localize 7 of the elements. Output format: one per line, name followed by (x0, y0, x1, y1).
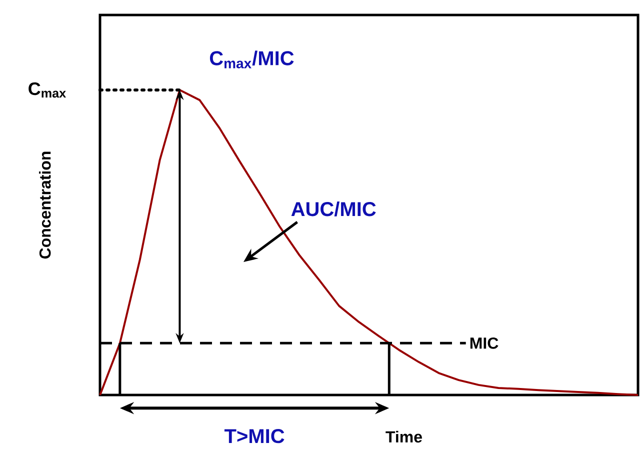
annotation: AUC/MIC (291, 201, 376, 216)
ref-line-label: C$_{max}$ (28, 82, 66, 98)
text: C$_{max}$/MIC (210, 50, 294, 68)
ref-line-label: MIC (470, 337, 498, 349)
x-axis-title: Time (386, 430, 422, 443)
y-axis-title: Concentration (38, 152, 51, 259)
text: T>MIC (224, 429, 284, 444)
